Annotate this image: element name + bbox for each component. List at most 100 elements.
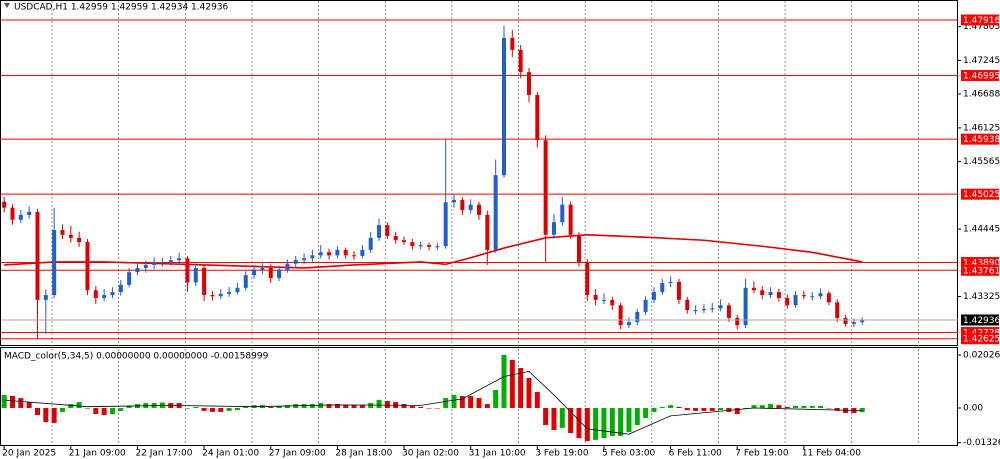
macd-bar (334, 404, 340, 408)
candle-body (143, 264, 148, 268)
candle-body (160, 261, 165, 263)
candle-body (310, 255, 315, 259)
candle-body (177, 258, 182, 261)
candle-body (660, 283, 665, 293)
y-tick-label: 1.45565 (963, 157, 1000, 167)
macd-bar (826, 407, 832, 409)
macd-panel (0, 347, 958, 446)
candle-body (551, 222, 556, 235)
y-tick-label: 1.43325 (963, 292, 1000, 302)
x-tick-label: 11 Feb 04:00 (802, 449, 861, 459)
level-label: 1.45938 (963, 135, 1000, 145)
macd-bar (226, 407, 232, 411)
macd-bar (709, 407, 715, 411)
candle-body (860, 320, 865, 323)
candle-body (610, 299, 615, 306)
level-label-bg (961, 133, 999, 145)
candle-body (410, 242, 415, 247)
macd-bar (93, 407, 99, 415)
macd-bar (368, 403, 374, 408)
macd-bar (193, 406, 199, 408)
candle-body (526, 72, 531, 96)
macd-bar (459, 395, 465, 408)
macd-bar (184, 407, 190, 409)
candle-body (43, 295, 48, 300)
main-panel (0, 0, 958, 346)
x-tick-label: 6 Feb 11:00 (669, 449, 723, 459)
plot-layer: 20 Jan 2025 21 Jan 09:00 22 Jan 17:00 24 Ja… (1, 14, 1000, 459)
macd-bar (51, 407, 57, 423)
macd-bar (118, 407, 124, 411)
candle-body (68, 234, 73, 238)
candle-body (285, 263, 290, 270)
macd-bar (859, 407, 865, 413)
macd-bar (668, 405, 674, 408)
macd-bar (693, 407, 699, 411)
macd-bar (201, 407, 207, 411)
macd-bar (659, 406, 665, 408)
candle-body (127, 272, 132, 285)
macd-bar (218, 407, 224, 412)
macd-bar (518, 367, 524, 408)
y-tick-label: 1.46125 (963, 123, 1000, 133)
candle-body (235, 287, 240, 293)
candle-body (643, 299, 648, 312)
macd-bar (18, 398, 24, 408)
candle-body (710, 308, 715, 310)
macd-bar (43, 407, 49, 423)
macd-title: MACD_color(5,34,5) 0.00000000 0.00000000… (4, 352, 269, 362)
macd-bar (443, 398, 449, 408)
macd-bar (376, 399, 382, 408)
candle-body (810, 296, 815, 298)
macd-bar (401, 404, 407, 408)
macd-bar (209, 407, 215, 412)
candle-body (801, 295, 806, 297)
candle-body (768, 292, 773, 296)
y-tick-label: 1.47805 (963, 22, 1000, 32)
candle-body (760, 290, 765, 296)
candle-body (268, 267, 273, 279)
candle-body (618, 305, 623, 326)
candle-body (776, 292, 781, 299)
candle-body (826, 293, 831, 303)
candle-body (460, 199, 465, 211)
candle-body (501, 37, 506, 176)
macd-bar (68, 404, 74, 408)
macd-bar (834, 407, 840, 411)
candle-body (102, 295, 107, 299)
macd-bar (468, 395, 474, 408)
candle-body (543, 140, 548, 235)
macd-bar (568, 407, 574, 434)
macd-bar (743, 407, 749, 409)
macd-bar (543, 407, 549, 425)
candle-body (377, 225, 382, 238)
candle-body (518, 49, 523, 73)
candle-body (402, 240, 407, 243)
candle-body (751, 287, 756, 291)
candle-body (468, 204, 473, 211)
candle-body (210, 295, 215, 297)
candle-body (726, 305, 731, 318)
macd-bar (309, 404, 315, 408)
candle-body (835, 302, 840, 318)
macd-bar (768, 404, 774, 408)
candle-body (60, 230, 65, 235)
candle-body (168, 260, 173, 262)
candle-body (568, 204, 573, 235)
x-tick-label: 22 Jan 17:00 (135, 449, 192, 459)
candle-body (668, 281, 673, 284)
candle-body (676, 281, 681, 300)
macd-bar (593, 407, 599, 440)
y-tick-label: 1.46688 (963, 89, 1000, 99)
macd-bar (326, 404, 332, 408)
candle-body (18, 214, 23, 220)
macd-y-tick-label: 0.00 (963, 403, 983, 413)
candle-body (626, 322, 631, 326)
level-label-bg (961, 69, 999, 81)
candle-body (135, 267, 140, 273)
macd-bar (676, 406, 682, 408)
macd-bar (651, 407, 657, 412)
candle-body (360, 249, 365, 256)
x-tick-label: 31 Jan 10:00 (469, 449, 526, 459)
macd-bar (359, 405, 365, 408)
